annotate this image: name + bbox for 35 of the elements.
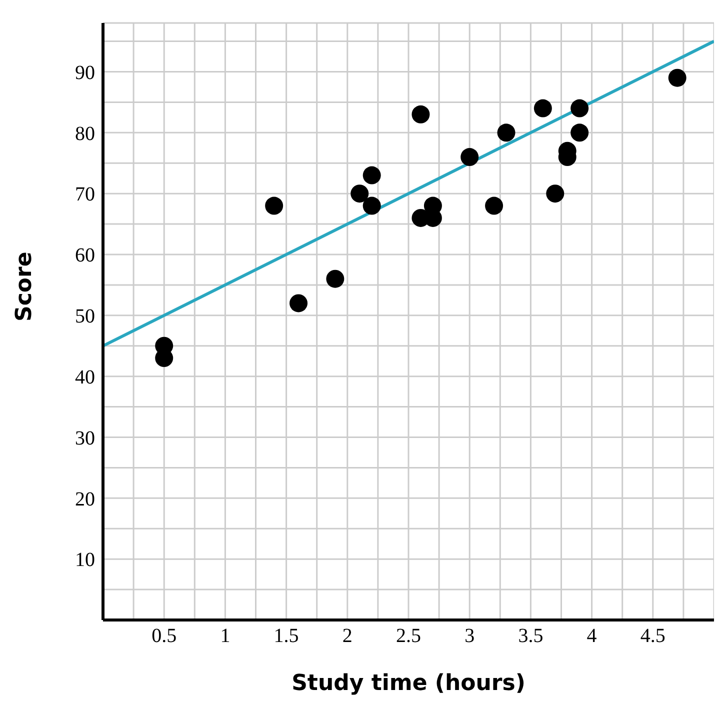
point bbox=[570, 124, 589, 142]
x-tick-label: 1 bbox=[220, 625, 230, 648]
y-tick-label: 80 bbox=[75, 122, 95, 145]
x-tick-label: 3.5 bbox=[518, 625, 544, 648]
y-tick-label: 70 bbox=[75, 184, 95, 206]
x-tick-label: 3 bbox=[464, 625, 475, 648]
point bbox=[485, 196, 504, 215]
x-tick-label: 4.5 bbox=[640, 625, 666, 648]
point bbox=[497, 124, 516, 142]
point bbox=[290, 294, 308, 312]
y-tick-label: 90 bbox=[75, 62, 95, 84]
point bbox=[460, 148, 479, 166]
x-tick-label: 2.5 bbox=[396, 625, 421, 648]
y-tick-label: 40 bbox=[75, 366, 95, 388]
y-tick-label: 30 bbox=[75, 427, 95, 450]
point bbox=[326, 270, 344, 288]
y-tick-label: 50 bbox=[75, 306, 95, 328]
y-axis-title: Score bbox=[12, 252, 37, 322]
x-tick-label: 2 bbox=[342, 625, 352, 648]
x-tick-label: 4 bbox=[586, 625, 597, 648]
point bbox=[362, 166, 381, 184]
y-tick-label: 20 bbox=[75, 488, 95, 510]
point bbox=[362, 196, 381, 215]
point bbox=[668, 68, 686, 87]
point bbox=[546, 184, 564, 203]
y-tick-label: 60 bbox=[75, 244, 95, 267]
point bbox=[350, 184, 369, 203]
point bbox=[412, 105, 430, 124]
x-tick-label: 1.5 bbox=[274, 625, 299, 648]
x-tick-label: 0.5 bbox=[152, 625, 177, 648]
point bbox=[265, 196, 284, 215]
point bbox=[570, 99, 589, 118]
y-tick-label: 10 bbox=[75, 549, 95, 572]
point bbox=[534, 99, 552, 118]
x-axis-title: Study time (hours) bbox=[292, 671, 526, 696]
